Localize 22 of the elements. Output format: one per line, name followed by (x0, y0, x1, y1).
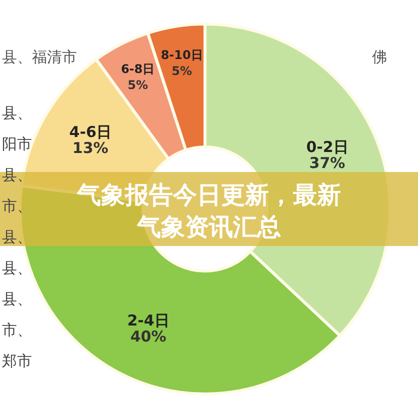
text: 县、 (2, 259, 32, 277)
data-label: 40% (130, 328, 166, 346)
slice-label: 8-10日 (160, 48, 203, 62)
data-label: 13% (72, 139, 108, 158)
text: 气象报告今日更新，最新气象资讯汇总 (76, 181, 341, 241)
slice-label: 4-6日 (69, 123, 112, 142)
text: 市、 (2, 321, 32, 339)
text: 县、福清市 (2, 48, 77, 66)
data-label: 37% (309, 154, 346, 172)
data-label: 5% (128, 78, 148, 92)
text: 阳市 (2, 135, 32, 153)
slice-label: 0-2日 (306, 138, 348, 156)
text: 市、 (2, 197, 32, 215)
text: 县、 (2, 166, 32, 184)
data-label: 5% (172, 64, 192, 78)
text: 县、 (2, 290, 32, 308)
slice-label: 6-8日 (120, 62, 155, 76)
text: 县、 (2, 104, 32, 122)
text: 郑市 (2, 352, 32, 370)
slice-label: 2-4日 (127, 312, 170, 330)
text: 佛 (372, 48, 387, 66)
text: 县、 (2, 228, 32, 246)
